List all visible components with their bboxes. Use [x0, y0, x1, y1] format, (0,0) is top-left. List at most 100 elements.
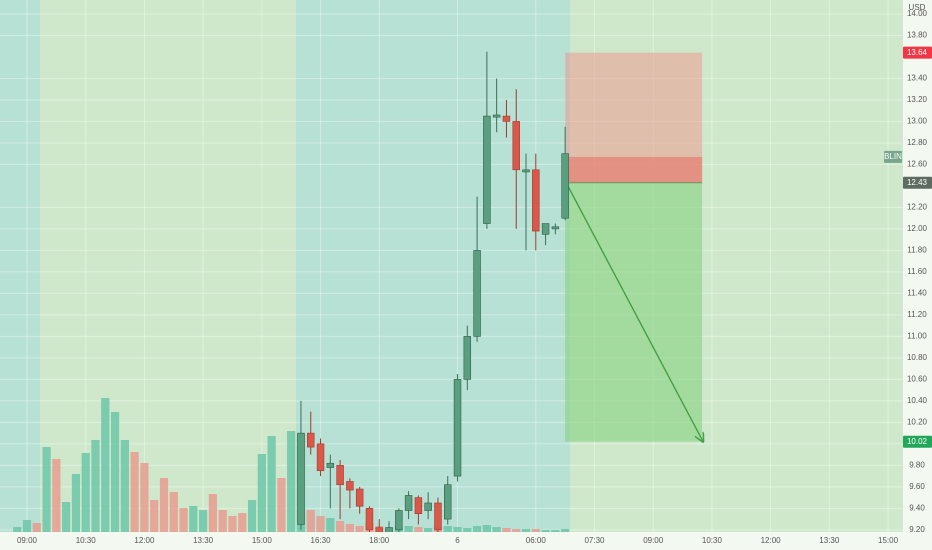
y-tick-label: 10.20: [907, 417, 928, 426]
x-tick-label: 12:00: [134, 536, 155, 545]
volume-bar: [453, 527, 462, 532]
y-tick-label: 13.00: [907, 117, 928, 126]
y-tick-label: 13.20: [907, 95, 928, 104]
candle-body: [522, 169, 530, 173]
volume-bar: [512, 529, 521, 532]
target-price-label-box: [903, 435, 932, 448]
candle-body: [404, 495, 413, 511]
y-tick-label: 10.40: [907, 396, 928, 405]
volume-bar: [355, 526, 364, 532]
x-tick-label: 10:30: [76, 536, 97, 545]
volume-bar: [110, 412, 120, 532]
y-tick-label: 9.60: [909, 482, 925, 491]
volume-bar: [541, 530, 550, 532]
volume-bar: [91, 440, 100, 532]
volume-bar: [414, 527, 423, 532]
volume-bar: [189, 506, 198, 532]
volume-bar: [521, 529, 531, 532]
candle-body: [326, 462, 335, 468]
volume-bar: [492, 527, 501, 532]
volume-bar: [267, 436, 276, 532]
candle-body: [561, 153, 569, 219]
session-background: [0, 0, 903, 532]
volume-bar: [463, 528, 472, 532]
volume-bar: [159, 478, 169, 532]
candle-body: [355, 488, 364, 507]
volume-bar: [62, 502, 71, 532]
candle-body: [483, 115, 491, 224]
volume-bar: [472, 526, 482, 532]
candle-body: [307, 432, 315, 448]
x-tick-label: 15:00: [878, 536, 899, 545]
target-zone: [565, 182, 703, 442]
volume-bar: [120, 440, 129, 532]
open-loss: [565, 156, 703, 183]
candle-body: [365, 508, 374, 531]
candle-body: [541, 223, 550, 235]
volume-bar: [13, 527, 22, 532]
x-tick-label: 09:00: [643, 536, 664, 545]
volume-bar: [22, 520, 32, 532]
volume-bar: [150, 500, 159, 532]
volume-bar: [551, 530, 560, 532]
volume-bar: [277, 478, 286, 532]
y-tick-label: 10.60: [907, 374, 928, 383]
candle-body: [453, 379, 462, 477]
volume-bar: [169, 492, 178, 532]
y-tick-label: 11.80: [907, 246, 927, 255]
time-axis: [0, 532, 903, 550]
volume-bar: [316, 516, 325, 532]
candle-body: [532, 169, 540, 232]
grid: [26, 0, 889, 532]
x-tick-label: 10:30: [702, 536, 723, 545]
candle-body: [444, 484, 452, 520]
x-tick-label: 12:00: [761, 536, 782, 545]
y-tick-label: 10.80: [907, 353, 928, 362]
volume-bar: [52, 459, 61, 532]
volume-bar: [257, 454, 266, 532]
extended-session: [296, 0, 570, 532]
y-tick-label: 9.40: [909, 503, 925, 512]
volume-bar: [238, 513, 247, 532]
y-tick-label: 11.60: [907, 267, 927, 276]
y-tick-label: 12.00: [907, 224, 928, 233]
y-tick-label: 11.00: [907, 332, 927, 341]
candle-body: [551, 226, 560, 230]
volume-bar: [443, 526, 452, 532]
short-position: [565, 52, 703, 442]
price-axis: [903, 0, 932, 550]
volume-bar: [179, 508, 188, 532]
regular-session: [40, 0, 296, 532]
x-tick-label: 6: [455, 536, 460, 545]
volume-pane: [13, 398, 570, 532]
candle-body: [336, 465, 344, 486]
volume-bar: [247, 500, 257, 532]
volume-bar: [32, 523, 41, 532]
volume-bar: [306, 510, 315, 532]
volume-bar: [42, 447, 51, 532]
y-tick-label: 14.00: [907, 9, 928, 18]
y-tick-label: 12.20: [907, 203, 928, 212]
currency-label: USD: [909, 3, 926, 12]
entry-price-label-box: [903, 176, 932, 189]
candle-body: [492, 114, 501, 118]
volume-bar: [404, 526, 413, 532]
candle-body: [346, 481, 354, 491]
target-arrow: [565, 182, 703, 442]
volume-bar: [561, 529, 570, 532]
volume-bar: [228, 516, 237, 532]
y-tick-label: 9.20: [909, 525, 925, 534]
y-tick-label: 12.80: [907, 138, 928, 147]
volume-bar: [208, 494, 218, 532]
volume-bar: [287, 431, 296, 532]
entry-price-label: 12.43: [907, 178, 928, 187]
x-tick-label: 09:00: [17, 536, 38, 545]
volume-bar: [218, 510, 227, 532]
candle-body: [375, 527, 383, 532]
y-tick-label: 13.40: [907, 74, 928, 83]
candles: [297, 51, 569, 532]
candle-body: [424, 502, 432, 511]
y-tick-label: 9.80: [909, 460, 925, 469]
